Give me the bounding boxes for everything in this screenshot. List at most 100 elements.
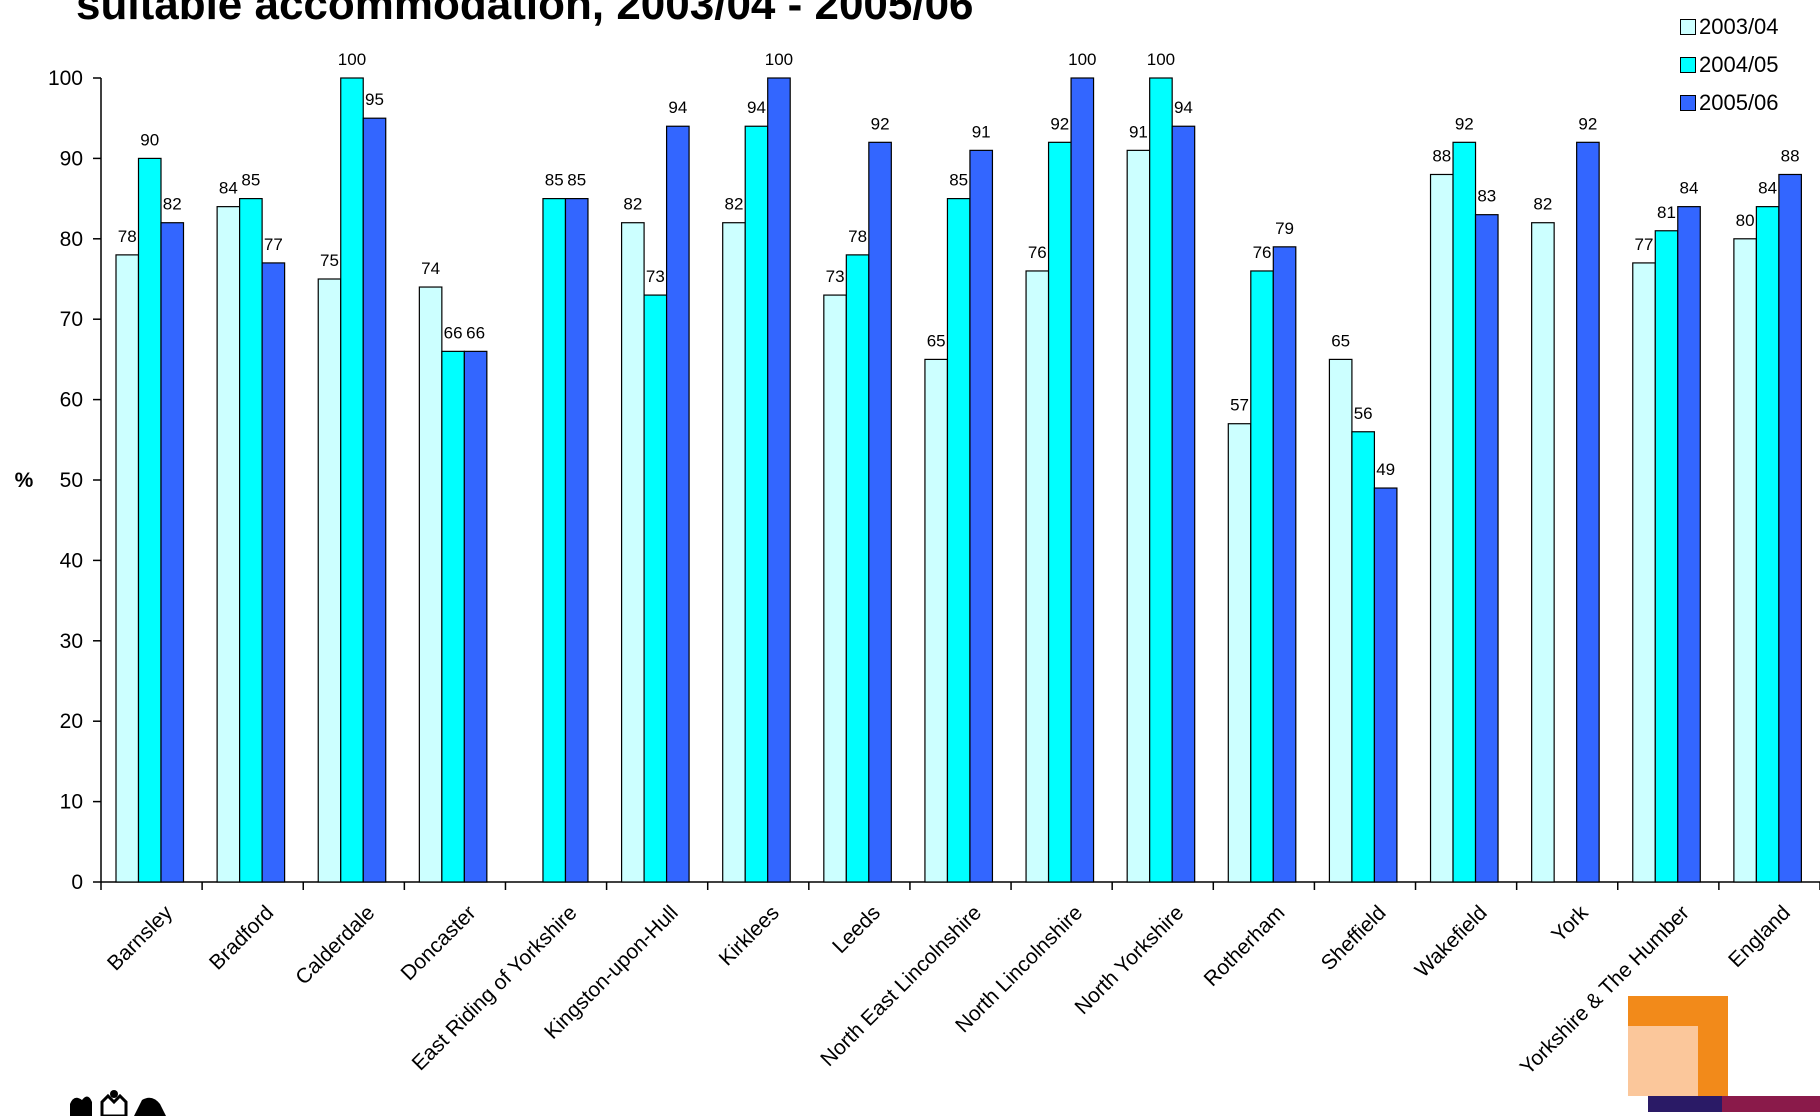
data-label: 75 <box>320 251 339 270</box>
data-label: 94 <box>1174 98 1193 117</box>
y-tick-label: 40 <box>60 549 83 572</box>
data-label: 78 <box>848 227 867 246</box>
x-tick-label: Doncaster <box>397 901 481 985</box>
bar <box>1227 423 1252 883</box>
data-label: 79 <box>1275 219 1294 238</box>
data-label: 95 <box>365 90 384 109</box>
data-label: 76 <box>1253 243 1272 262</box>
bar <box>239 198 263 883</box>
crest-logo <box>70 1090 166 1116</box>
legend-swatch <box>1680 95 1696 111</box>
bar <box>362 117 387 883</box>
legend-label: 2003/04 <box>1699 14 1779 39</box>
data-label: 78 <box>118 227 137 246</box>
x-tick-label: Bradford <box>205 901 278 974</box>
y-tick-label: 100 <box>48 67 83 90</box>
data-label: 91 <box>1129 122 1148 141</box>
bar <box>1149 77 1173 883</box>
data-label: 92 <box>1455 114 1474 133</box>
x-tick-label: Sheffield <box>1317 901 1391 975</box>
bar <box>845 254 870 883</box>
legend-label: 2004/05 <box>1699 52 1779 77</box>
data-label: 100 <box>338 50 366 69</box>
bar <box>946 198 971 883</box>
data-label: 85 <box>949 171 968 190</box>
data-label: 92 <box>871 114 890 133</box>
data-label: 88 <box>1781 146 1800 165</box>
bar <box>1531 222 1555 883</box>
brand-logo <box>1628 996 1820 1112</box>
legend-item: 2004/05 <box>1680 46 1779 84</box>
x-tick-label: York <box>1547 901 1593 947</box>
y-tick-label: 10 <box>60 791 83 814</box>
x-tick-label: Rotherham <box>1200 901 1290 991</box>
bar <box>1474 214 1499 883</box>
data-label: 94 <box>668 98 687 117</box>
bar <box>767 77 791 883</box>
data-label: 77 <box>1635 235 1654 254</box>
x-tick-label: Kirklees <box>715 901 784 970</box>
bar <box>137 157 162 883</box>
data-label: 92 <box>1578 114 1597 133</box>
bar <box>722 222 746 883</box>
bar <box>823 294 847 883</box>
data-label: 82 <box>623 195 642 214</box>
bar <box>1429 173 1454 883</box>
bar <box>1171 125 1196 883</box>
data-label: 66 <box>466 323 485 342</box>
legend-swatch <box>1680 19 1696 35</box>
bar <box>1654 230 1679 883</box>
y-tick-label: 70 <box>60 308 83 331</box>
legend-label: 2005/06 <box>1699 90 1779 115</box>
bar <box>1351 431 1376 883</box>
data-label: 76 <box>1028 243 1047 262</box>
data-label: 84 <box>219 179 238 198</box>
data-label: 84 <box>1680 179 1699 198</box>
data-label: 100 <box>1068 50 1096 69</box>
data-label: 85 <box>545 171 564 190</box>
chart-data-labels: 78 84 75 74 82 82 73 65 76 91 57 65 88 82 77 80 90 85 100 6… <box>118 50 1800 479</box>
data-label: 84 <box>1758 179 1777 198</box>
x-tick-label: Leeds <box>828 901 885 958</box>
bar <box>744 125 769 883</box>
data-label: 66 <box>444 323 463 342</box>
bar <box>261 262 286 883</box>
bar <box>463 350 488 883</box>
bar <box>441 350 465 883</box>
y-axis-label: % <box>15 469 34 492</box>
data-label: 82 <box>163 195 182 214</box>
bar <box>1576 141 1600 883</box>
bar <box>1755 206 1780 883</box>
data-label: 80 <box>1736 211 1755 230</box>
bar <box>418 286 443 883</box>
x-tick-label: North Yorkshire <box>1070 901 1188 1019</box>
data-label: 82 <box>724 195 743 214</box>
x-tick-label: England <box>1724 901 1795 972</box>
data-label: 92 <box>1050 114 1069 133</box>
bar <box>340 77 364 883</box>
bar <box>1733 238 1757 883</box>
bar <box>564 198 589 883</box>
chart-legend: 2003/04 2004/05 2005/06 <box>1680 8 1779 122</box>
x-tick-label: East Riding of Yorkshire <box>408 901 582 1075</box>
bar <box>1677 206 1701 883</box>
bar <box>115 254 140 883</box>
x-tick-label: Barnsley <box>103 901 177 975</box>
data-label: 94 <box>747 98 766 117</box>
y-tick-label: 20 <box>60 710 83 733</box>
data-label: 90 <box>140 130 159 149</box>
y-tick-label: 80 <box>60 228 83 251</box>
bar <box>216 206 241 883</box>
y-tick-label: 60 <box>60 389 83 412</box>
data-label: 65 <box>1331 331 1350 350</box>
legend-swatch <box>1680 57 1696 73</box>
data-label: 85 <box>567 171 586 190</box>
bar <box>868 141 892 883</box>
x-tick-label: Calderdale <box>291 901 379 989</box>
data-label: 81 <box>1657 203 1676 222</box>
data-label: 56 <box>1354 404 1373 423</box>
data-label: 73 <box>826 267 845 286</box>
data-label: 77 <box>264 235 283 254</box>
data-label: 65 <box>927 331 946 350</box>
